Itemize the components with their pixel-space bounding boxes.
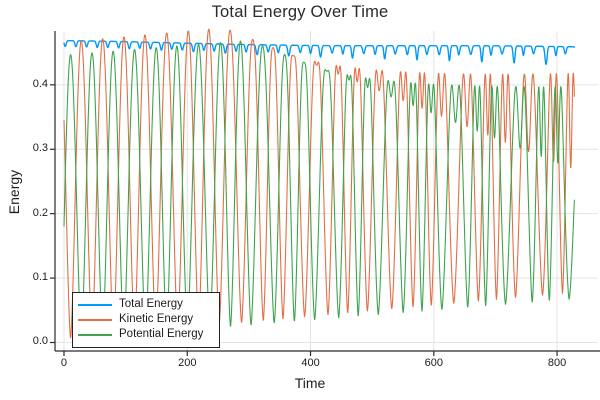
legend-label: Kinetic Energy — [119, 313, 194, 325]
legend-label: Potential Energy — [119, 328, 204, 340]
legend: Total Energy Kinetic Energy Potential En… — [72, 292, 220, 348]
y-tick-label: 0.0 — [32, 335, 48, 348]
legend-line-kinetic-energy — [78, 318, 112, 321]
legend-label: Total Energy — [119, 298, 183, 310]
y-tick-label: 0.2 — [32, 206, 48, 219]
y-tick-label: 0.1 — [32, 271, 48, 284]
legend-row: Potential Energy — [78, 327, 213, 342]
y-tick-label: 0.3 — [32, 142, 48, 155]
legend-row: Total Energy — [78, 297, 213, 312]
x-tick-label: 0 — [60, 357, 68, 369]
x-tick-label: 800 — [547, 357, 567, 369]
chart-title: Total Energy Over Time — [211, 3, 389, 21]
y-axis-label: Energy — [6, 169, 22, 215]
x-tick-label: 200 — [178, 357, 197, 369]
legend-line-total-energy — [78, 303, 112, 306]
legend-row: Kinetic Energy — [78, 312, 213, 327]
series-line-kinetic-energy — [63, 28, 575, 339]
x-tick-label: 400 — [301, 357, 320, 369]
legend-line-potential-energy — [78, 333, 112, 336]
x-axis-label: Time — [294, 375, 326, 391]
series-line-total-energy — [63, 39, 576, 66]
series-line-potential-energy — [63, 40, 575, 340]
y-tick-label: 0.4 — [32, 77, 48, 90]
x-tick-label: 600 — [424, 357, 443, 369]
